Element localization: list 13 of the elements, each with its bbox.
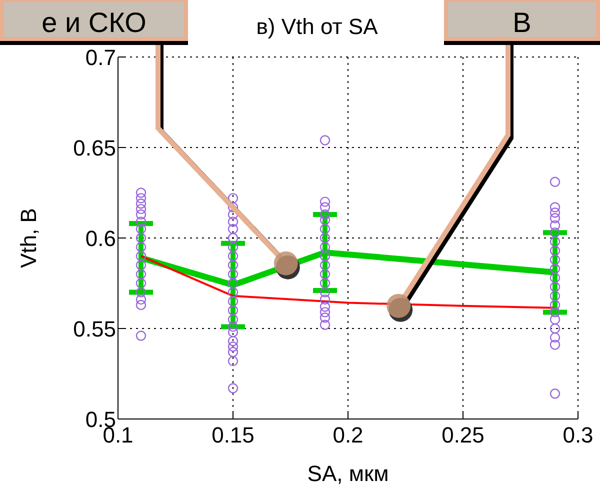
annotation: В: [512, 7, 532, 38]
y-axis-title: Vth, В: [16, 208, 41, 268]
x-tick-label: 0.3: [562, 422, 594, 448]
y-tick-label: 0.6: [85, 226, 116, 251]
x-tick-label: 0.25: [442, 422, 484, 448]
x-tick-label: 0.15: [212, 422, 254, 448]
y-tick-label: 0.55: [73, 316, 116, 342]
y-tick-label: 0.7: [85, 44, 116, 70]
x-tick-label: 0.2: [332, 422, 364, 448]
x-axis-title: SA, мкм: [307, 461, 389, 485]
y-tick-label: 0.65: [73, 135, 116, 160]
annotation: е и СКО: [42, 7, 146, 38]
chart-title: в) Vth от SA: [255, 14, 379, 40]
